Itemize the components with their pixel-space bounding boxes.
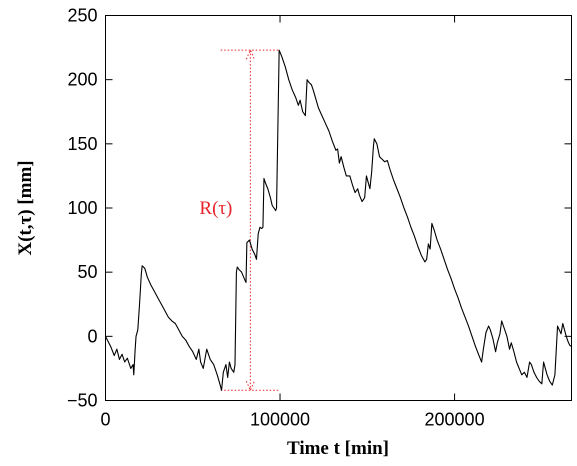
- y-tick-label: 250: [67, 6, 97, 26]
- plot-area-frame: [105, 15, 572, 401]
- y-axis-title: X(t,τ) [mm]: [15, 160, 36, 255]
- y-tick-label: 0: [87, 326, 97, 346]
- range-annotation: R(τ): [199, 48, 281, 392]
- y-tick-label: 50: [77, 262, 97, 282]
- y-tick-label: 150: [67, 134, 97, 154]
- range-arrow-bottom: [245, 381, 255, 392]
- y-tick-label: 100: [67, 198, 97, 218]
- x-axis-title: Time t [min]: [287, 438, 389, 459]
- range-label: R(τ): [199, 198, 232, 219]
- y-tick-label: 200: [67, 70, 97, 90]
- x-tick-label: 0: [100, 410, 110, 430]
- y-tick-label: −50: [67, 391, 98, 411]
- series-group: [105, 49, 572, 391]
- x-tick-label: 200000: [425, 410, 485, 430]
- x-tick-label: 100000: [250, 410, 310, 430]
- series-line: [105, 49, 572, 391]
- axis-ticks: [105, 15, 572, 401]
